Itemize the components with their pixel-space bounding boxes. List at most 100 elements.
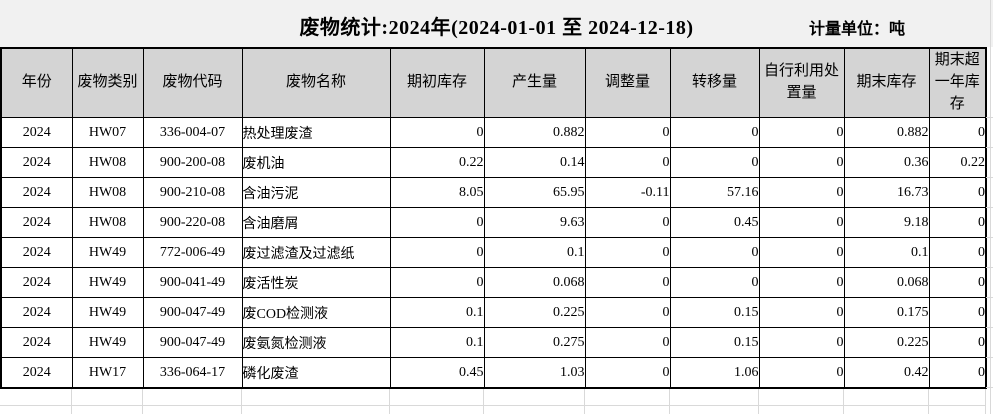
opening-stock-cell[interactable]: 0.22 (389, 147, 485, 178)
waste-code-cell[interactable]: 772-006-49 (142, 237, 243, 268)
waste-category-cell[interactable]: HW49 (71, 297, 144, 328)
over-one-year-stock-cell[interactable]: 0 (928, 357, 987, 389)
over-one-year-stock-cell[interactable]: 0 (928, 327, 987, 358)
year-cell[interactable]: 2024 (0, 357, 73, 389)
generated-amount-cell[interactable]: 0.1 (483, 237, 586, 268)
empty-cell[interactable] (584, 389, 670, 406)
transfer-amount-cell[interactable]: 0.15 (669, 327, 760, 358)
empty-cell[interactable] (843, 389, 929, 406)
waste-category-cell[interactable]: HW08 (71, 177, 144, 208)
waste-code-cell[interactable]: 900-047-49 (142, 327, 243, 358)
self-disposal-amount-cell[interactable]: 0 (758, 237, 845, 268)
adjustment-amount-cell[interactable]: 0 (584, 297, 671, 328)
opening-stock-cell[interactable]: 0 (389, 117, 485, 148)
empty-cell[interactable] (843, 405, 929, 414)
self-disposal-amount-cell[interactable]: 0 (758, 327, 845, 358)
empty-cell[interactable] (142, 405, 242, 414)
column-header-year[interactable]: 年份 (0, 47, 73, 118)
closing-stock-cell[interactable]: 0.1 (843, 237, 930, 268)
waste-name-cell[interactable]: 废活性炭 (241, 267, 391, 298)
self-disposal-amount-cell[interactable]: 0 (758, 267, 845, 298)
year-cell[interactable]: 2024 (0, 327, 73, 358)
empty-cell[interactable] (483, 389, 585, 406)
waste-name-cell[interactable]: 废过滤渣及过滤纸 (241, 237, 391, 268)
closing-stock-cell[interactable]: 0.225 (843, 327, 930, 358)
empty-cell[interactable] (241, 405, 390, 414)
transfer-amount-cell[interactable]: 57.16 (669, 177, 760, 208)
adjustment-amount-cell[interactable]: 0 (584, 117, 671, 148)
waste-code-cell[interactable]: 900-200-08 (142, 147, 243, 178)
empty-cell[interactable] (71, 405, 143, 414)
waste-name-cell[interactable]: 磷化废渣 (241, 357, 391, 389)
empty-cell[interactable] (483, 405, 585, 414)
column-header-closing-stock[interactable]: 期末库存 (843, 47, 930, 118)
generated-amount-cell[interactable]: 1.03 (483, 357, 586, 389)
self-disposal-amount-cell[interactable]: 0 (758, 207, 845, 238)
waste-code-cell[interactable]: 900-047-49 (142, 297, 243, 328)
waste-code-cell[interactable]: 900-210-08 (142, 177, 243, 208)
generated-amount-cell[interactable]: 0.275 (483, 327, 586, 358)
transfer-amount-cell[interactable]: 0 (669, 237, 760, 268)
waste-name-cell[interactable]: 废机油 (241, 147, 391, 178)
opening-stock-cell[interactable]: 0.1 (389, 297, 485, 328)
empty-cell[interactable] (0, 405, 72, 414)
closing-stock-cell[interactable]: 0.42 (843, 357, 930, 389)
column-header-transfer-amount[interactable]: 转移量 (669, 47, 760, 118)
empty-cell[interactable] (669, 405, 759, 414)
waste-category-cell[interactable]: HW49 (71, 267, 144, 298)
adjustment-amount-cell[interactable]: -0.11 (584, 177, 671, 208)
adjustment-amount-cell[interactable]: 0 (584, 267, 671, 298)
empty-cell[interactable] (0, 389, 72, 406)
waste-code-cell[interactable]: 900-220-08 (142, 207, 243, 238)
empty-cell[interactable] (928, 389, 986, 406)
closing-stock-cell[interactable]: 0.882 (843, 117, 930, 148)
empty-cell[interactable] (584, 405, 670, 414)
adjustment-amount-cell[interactable]: 0 (584, 147, 671, 178)
empty-cell[interactable] (389, 389, 484, 406)
generated-amount-cell[interactable]: 65.95 (483, 177, 586, 208)
generated-amount-cell[interactable]: 0.882 (483, 117, 586, 148)
column-header-adjustment-amount[interactable]: 调整量 (584, 47, 671, 118)
self-disposal-amount-cell[interactable]: 0 (758, 147, 845, 178)
adjustment-amount-cell[interactable]: 0 (584, 207, 671, 238)
waste-code-cell[interactable]: 336-004-07 (142, 117, 243, 148)
over-one-year-stock-cell[interactable]: 0.22 (928, 147, 987, 178)
year-cell[interactable]: 2024 (0, 177, 73, 208)
empty-cell[interactable] (669, 389, 759, 406)
opening-stock-cell[interactable]: 0.1 (389, 327, 485, 358)
transfer-amount-cell[interactable]: 0.15 (669, 297, 760, 328)
generated-amount-cell[interactable]: 9.63 (483, 207, 586, 238)
closing-stock-cell[interactable]: 9.18 (843, 207, 930, 238)
over-one-year-stock-cell[interactable]: 0 (928, 207, 987, 238)
empty-cell[interactable] (758, 405, 844, 414)
generated-amount-cell[interactable]: 0.225 (483, 297, 586, 328)
column-header-waste-name[interactable]: 废物名称 (241, 47, 391, 118)
opening-stock-cell[interactable]: 8.05 (389, 177, 485, 208)
column-header-opening-stock[interactable]: 期初库存 (389, 47, 485, 118)
over-one-year-stock-cell[interactable]: 0 (928, 117, 987, 148)
waste-category-cell[interactable]: HW08 (71, 207, 144, 238)
over-one-year-stock-cell[interactable]: 0 (928, 267, 987, 298)
column-header-waste-category[interactable]: 废物类别 (71, 47, 144, 118)
waste-name-cell[interactable]: 含油磨屑 (241, 207, 391, 238)
over-one-year-stock-cell[interactable]: 0 (928, 297, 987, 328)
transfer-amount-cell[interactable]: 0 (669, 147, 760, 178)
year-cell[interactable]: 2024 (0, 147, 73, 178)
transfer-amount-cell[interactable]: 1.06 (669, 357, 760, 389)
closing-stock-cell[interactable]: 0.068 (843, 267, 930, 298)
column-header-waste-code[interactable]: 废物代码 (142, 47, 243, 118)
waste-name-cell[interactable]: 含油污泥 (241, 177, 391, 208)
waste-category-cell[interactable]: HW49 (71, 237, 144, 268)
adjustment-amount-cell[interactable]: 0 (584, 327, 671, 358)
column-header-over-one-year-stock[interactable]: 期末超一年库存 (928, 47, 987, 118)
column-header-generated-amount[interactable]: 产生量 (483, 47, 586, 118)
opening-stock-cell[interactable]: 0.45 (389, 357, 485, 389)
transfer-amount-cell[interactable]: 0 (669, 117, 760, 148)
waste-name-cell[interactable]: 废COD检测液 (241, 297, 391, 328)
opening-stock-cell[interactable]: 0 (389, 207, 485, 238)
year-cell[interactable]: 2024 (0, 207, 73, 238)
year-cell[interactable]: 2024 (0, 297, 73, 328)
empty-cell[interactable] (241, 389, 390, 406)
opening-stock-cell[interactable]: 0 (389, 237, 485, 268)
empty-cell[interactable] (928, 405, 986, 414)
